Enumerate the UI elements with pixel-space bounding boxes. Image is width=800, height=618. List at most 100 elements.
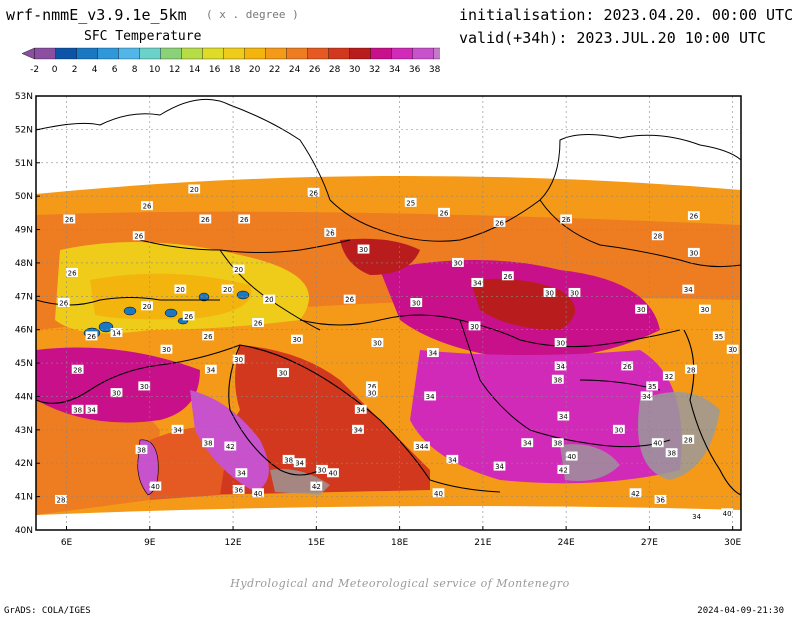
- contour-label: 30: [140, 383, 149, 391]
- contour-label: 36: [656, 496, 665, 504]
- contour-label: 30: [637, 306, 646, 314]
- contour-label-box: [543, 287, 556, 297]
- lat-tick-label: 43N: [15, 426, 33, 436]
- contour-label-box: [174, 284, 187, 294]
- contour-label: 28: [687, 366, 696, 374]
- contour-label-box: [651, 231, 664, 241]
- contour-label-box: [687, 211, 700, 221]
- contour-label-box: [432, 488, 445, 498]
- contour-label-box: [651, 438, 664, 448]
- contour-label-box: [699, 304, 711, 314]
- contour-label: 40: [653, 440, 662, 448]
- contour-label-box: [188, 184, 201, 194]
- contour-label-box: [238, 214, 251, 224]
- contour-label: 30: [367, 390, 376, 398]
- contour-label: 38: [137, 446, 146, 454]
- contour-label: 40: [329, 470, 338, 478]
- initialisation-time: initialisation: 2023.04.20. 00:00 UTC: [459, 6, 794, 24]
- contour-label: 26: [184, 313, 193, 321]
- contour-label-box: [424, 391, 437, 401]
- contour-label-box: [55, 494, 67, 504]
- legend-label: 30: [349, 65, 361, 75]
- contour-label: 32: [664, 373, 673, 381]
- lon-tick-label: 12E: [224, 538, 241, 548]
- lat-tick-label: 49N: [15, 226, 33, 236]
- valid-time: valid(+34h): 2023.JUL.20 10:00 UTC: [459, 29, 767, 47]
- contour-label: 34: [426, 393, 435, 401]
- contour-label-box: [293, 458, 306, 468]
- legend-label: 6: [112, 65, 118, 75]
- contour-label-box: [71, 404, 84, 414]
- contour-label: 20: [176, 286, 185, 294]
- contour-label: 26: [240, 216, 249, 224]
- contour-label: 34: [692, 513, 701, 521]
- contour-label: 30: [373, 340, 382, 348]
- contour-label-box: [141, 201, 153, 211]
- legend-label: -2: [30, 65, 39, 75]
- contour-label-box: [85, 331, 98, 341]
- contour-label: 40: [434, 490, 443, 498]
- contour-label: 38: [204, 440, 213, 448]
- contour-label: 30: [470, 323, 479, 331]
- legend-title: SFC Temperature: [84, 29, 202, 44]
- contour-label: 34: [642, 393, 651, 401]
- lon-tick-label: 21E: [474, 538, 491, 548]
- legend-label: 18: [229, 65, 241, 75]
- contour-label: 26: [254, 320, 263, 328]
- legend-label: 2: [72, 65, 78, 75]
- contour-label: 34: [448, 456, 457, 464]
- lat-tick-label: 50N: [15, 192, 33, 202]
- contour-label: 38: [73, 406, 82, 414]
- contour-label-box: [252, 318, 264, 328]
- lat-tick-label: 47N: [15, 292, 33, 302]
- contour-label: 26: [495, 219, 504, 227]
- contour-label: 26: [87, 333, 96, 341]
- contour-label: 30: [556, 340, 565, 348]
- contour-label: 34: [173, 426, 182, 434]
- contour-label-box: [371, 338, 384, 348]
- contour-label: 30: [614, 426, 623, 434]
- contour-label-box: [85, 404, 98, 414]
- contour-label-box: [110, 388, 123, 398]
- contour-label-box: [521, 438, 534, 448]
- contour-label-box: [404, 197, 417, 207]
- contour-label: 26: [134, 233, 143, 241]
- lon-tick-label: 6E: [61, 538, 73, 548]
- lon-tick-label: 27E: [641, 538, 658, 548]
- legend-label: 26: [309, 65, 321, 75]
- coastlines: [36, 329, 741, 496]
- contour-label: 26: [345, 296, 354, 304]
- contour-label: 25: [406, 199, 415, 207]
- contour-label: 42: [631, 490, 640, 498]
- legend-label: 32: [369, 65, 380, 75]
- sea-west: [36, 395, 160, 515]
- contour-label: 20: [143, 303, 152, 311]
- contour-label: 26: [201, 216, 210, 224]
- contour-label-box: [291, 334, 303, 344]
- contour-label-box: [324, 227, 337, 237]
- lat-tick-label: 51N: [15, 159, 33, 169]
- legend-swatch: [433, 47, 440, 60]
- contour-label-box: [221, 284, 234, 294]
- contour-label-box: [232, 264, 245, 274]
- contour-label: 40: [723, 510, 732, 518]
- contour-label: 34: [556, 363, 565, 371]
- contour-label-box: [138, 381, 151, 391]
- footer-software: GrADS: COLA/IGES: [4, 606, 91, 616]
- contour-label-box: [232, 484, 245, 494]
- legend-label: 0: [52, 65, 58, 75]
- legend-label: 14: [189, 65, 201, 75]
- contour-label-box: [202, 438, 214, 448]
- contour-label: 30: [689, 249, 698, 257]
- contour-label: 36: [234, 486, 243, 494]
- contour-label: 34: [295, 460, 304, 468]
- lat-tick-label: 53N: [15, 92, 33, 102]
- legend-label: 38: [429, 65, 440, 75]
- footer-credit: Hydrological and Meteorological service …: [230, 577, 570, 590]
- model-title: wrf-nmmE_v3.9.1e_5km: [6, 6, 187, 24]
- contour-label-box: [635, 304, 647, 314]
- contour-label-box: [252, 488, 264, 498]
- contour-label-box: [685, 364, 697, 374]
- borders: [36, 98, 741, 448]
- contour-label-box: [554, 338, 567, 348]
